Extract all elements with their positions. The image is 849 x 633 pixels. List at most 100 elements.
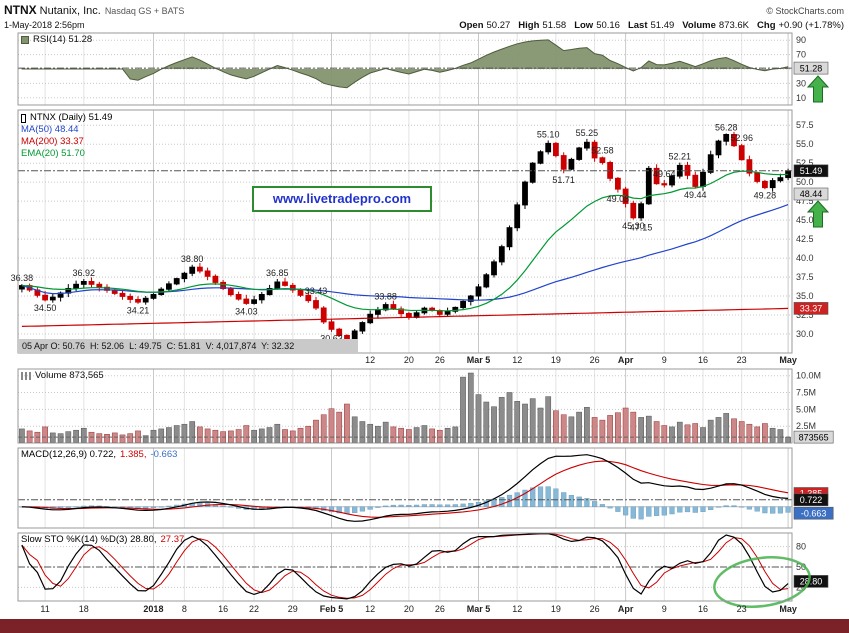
- sto-legend-d: 27.37: [160, 534, 185, 545]
- volume-bar: [754, 426, 761, 443]
- price-label: 33.43: [305, 286, 328, 296]
- legend-symbol-text: NTNX (Daily) 51.49: [30, 112, 113, 123]
- macd-hist-bar: [530, 487, 536, 507]
- macd-hist-bar: [460, 503, 466, 507]
- volume-bar: [731, 418, 737, 443]
- price-label: 55.10: [537, 129, 560, 139]
- volume-bar: [553, 410, 559, 443]
- macd-hist-bar: [522, 489, 528, 507]
- xtick-label: 22: [249, 604, 259, 614]
- ytick-label: 40.0: [796, 253, 814, 263]
- volume-bar: [785, 436, 791, 443]
- ytick-label: 30.0: [796, 329, 814, 339]
- volume-bar: [615, 412, 621, 443]
- quote-chg-value: +0.90 (+1.78%): [778, 20, 845, 31]
- green-ellipse-annotation: [713, 556, 811, 608]
- candle-body: [584, 141, 590, 149]
- chart-timestamp: 1-May-2018 2:56pm: [4, 20, 85, 30]
- macd-hist-bar: [607, 506, 613, 509]
- price-label: 52.21: [669, 152, 692, 162]
- volume-bar: [359, 421, 366, 443]
- candle-body: [390, 304, 397, 310]
- macd-hist-bar: [359, 506, 366, 512]
- quote-last-label: Last: [627, 20, 648, 31]
- macd-hist-bar: [684, 506, 691, 513]
- macd-hist-bar: [777, 506, 784, 514]
- volume-legend-text: Volume 873,565: [35, 370, 104, 381]
- volume-bar: [181, 423, 188, 443]
- volume-bar: [514, 401, 521, 443]
- legend-ma200-text: MA(200) 33.37: [21, 136, 84, 147]
- axis-value-box-label: 0.722: [800, 495, 823, 505]
- legend-row-ema20: EMA(20) 51.70: [21, 148, 112, 160]
- macd-hist-bar: [119, 506, 126, 508]
- volume-bar: [80, 427, 87, 443]
- candle-body: [189, 266, 196, 274]
- macd-hist-bar: [344, 506, 350, 514]
- macd-hist-bar: [499, 497, 505, 507]
- legend-row-ma200: MA(200) 33.37: [21, 136, 112, 148]
- xtick-label: Mar 5: [467, 355, 491, 365]
- macd-hist-bar: [445, 504, 451, 507]
- candle-body: [568, 158, 575, 170]
- xtick-label: 26: [435, 604, 445, 614]
- volume-bar: [676, 421, 683, 443]
- volume-bar: [266, 427, 273, 443]
- volume-bar: [189, 421, 196, 443]
- rsi-legend-text: RSI(14) 51.28: [33, 34, 93, 45]
- footer-bar: [0, 619, 849, 633]
- xtick-label: Apr: [618, 604, 634, 614]
- ytick-label: 50: [796, 562, 806, 572]
- candle-body: [204, 270, 211, 277]
- axis-value-box: [793, 493, 829, 507]
- candle-body: [266, 288, 273, 296]
- volume-bar: [57, 433, 64, 443]
- axis-value-box: [793, 575, 829, 588]
- candle-body: [746, 159, 753, 174]
- stochastic-legend: Slow STO %K(14) %D(3) 28.80, 27.37: [21, 534, 184, 545]
- ytick-label: 30: [796, 78, 806, 88]
- candle-body: [506, 227, 513, 248]
- xtick-label: Mar 5: [467, 604, 491, 614]
- macd-hist-bar: [692, 506, 698, 513]
- quote-volume-value: 873.6K: [718, 20, 750, 31]
- green-up-arrow-annotation: [806, 75, 830, 103]
- macd-panel-border: [17, 447, 793, 529]
- macd-hist-bar: [81, 505, 87, 508]
- candle-body: [227, 288, 234, 296]
- volume-bar: [421, 425, 428, 443]
- volume-bar: [274, 423, 281, 443]
- watermark-annotation: www.livetradepro.com: [252, 186, 432, 212]
- quote-chg-label: Chg: [757, 20, 776, 31]
- copyright-text: © StockCharts.com: [766, 6, 844, 16]
- candle-body: [150, 294, 157, 299]
- candle-body: [42, 294, 49, 301]
- price-label: 36.92: [73, 268, 96, 278]
- xtick-label: 26: [590, 355, 600, 365]
- volume-bar: [777, 429, 784, 443]
- ytick-label: 37.5: [796, 272, 814, 282]
- macd-hist-bar: [328, 506, 335, 513]
- candle-body: [560, 155, 567, 170]
- candle-body: [452, 306, 459, 312]
- candle-body: [119, 292, 126, 297]
- candle-body: [73, 283, 79, 289]
- candle-body: [305, 294, 312, 302]
- legend-ema20-text: EMA(20) 51.70: [21, 148, 85, 159]
- volume-bar: [506, 392, 513, 443]
- volume-bar: [313, 419, 319, 443]
- candle-body: [142, 297, 149, 303]
- candle-body: [359, 322, 366, 332]
- candle-body: [669, 175, 675, 186]
- candle-body: [212, 275, 219, 283]
- legend-row-ma50: MA(50) 48.44: [21, 124, 112, 136]
- volume-bar: [235, 429, 242, 443]
- exchange-name: Nasdaq GS + BATS: [104, 6, 185, 16]
- volume-bar: [684, 424, 691, 443]
- xtick-label: 23: [737, 355, 747, 365]
- macd-hist-bar: [545, 486, 551, 508]
- macd-hist-bar: [452, 504, 458, 507]
- vol-panel-bg: [18, 369, 792, 443]
- volume-bar: [258, 428, 265, 443]
- axis-value-box-label: 873565: [799, 432, 829, 442]
